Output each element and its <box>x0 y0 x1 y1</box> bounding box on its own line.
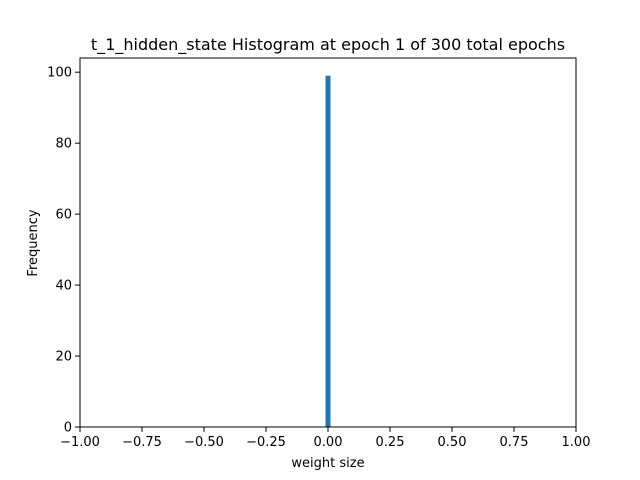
x-tick-label: −1.00 <box>60 435 100 450</box>
chart-title: t_1_hidden_state Histogram at epoch 1 of… <box>91 35 565 55</box>
x-tick-label: −0.25 <box>246 435 286 450</box>
y-tick-label: 60 <box>55 208 72 223</box>
x-tick-label: 1.00 <box>562 435 591 450</box>
x-tick-label: 0.25 <box>376 435 405 450</box>
ticks-layer: −1.00 −0.75 −0.50 −0.25 0.00 0.25 0.50 0.75 1.00… <box>47 66 590 450</box>
y-tick-label: 0 <box>64 421 72 436</box>
y-tick-label: 80 <box>55 137 72 152</box>
x-tick-label: 0.75 <box>500 435 529 450</box>
x-axis-title: weight size <box>291 456 364 471</box>
x-tick-label: 0.00 <box>314 435 343 450</box>
x-tick-label: 0.50 <box>438 435 467 450</box>
y-tick-label: 40 <box>55 279 72 294</box>
y-tick-label: 20 <box>55 350 72 365</box>
bars-layer <box>325 75 331 427</box>
x-tick-label: −0.75 <box>122 435 162 450</box>
y-axis-title: Frequency <box>26 209 41 276</box>
x-tick-label: −0.50 <box>184 435 224 450</box>
y-tick-label: 100 <box>47 66 72 81</box>
plot-frame <box>79 57 577 428</box>
histogram-bar <box>325 75 331 427</box>
